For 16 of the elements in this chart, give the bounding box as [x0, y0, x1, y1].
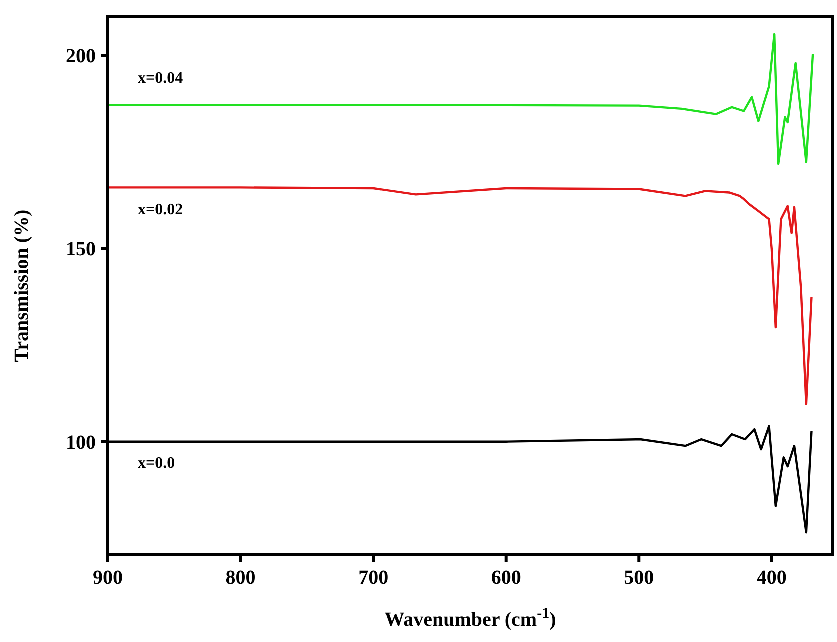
- series-label: x=0.02: [138, 202, 184, 219]
- x-tick-label: 400: [756, 567, 787, 589]
- x-tick-label: 800: [226, 567, 256, 589]
- x-tick-label: 500: [624, 567, 654, 589]
- x-axis-title: Wavenumber (cm$^{-1}$): [384, 606, 556, 631]
- x-tick-label: 600: [491, 567, 522, 589]
- line-series: [106, 186, 813, 406]
- line-series: [106, 33, 814, 166]
- y-tick-label: 200: [66, 46, 96, 68]
- y-axis-title: Transmission (%): [11, 210, 33, 362]
- x-tick-label: 900: [93, 567, 123, 589]
- x-tick-label: 700: [358, 567, 389, 589]
- y-tick-label: 100: [66, 432, 96, 454]
- series-label: x=0.0: [138, 454, 176, 472]
- series-label: x=0.04: [138, 70, 184, 88]
- y-tick-label: 150: [66, 238, 96, 261]
